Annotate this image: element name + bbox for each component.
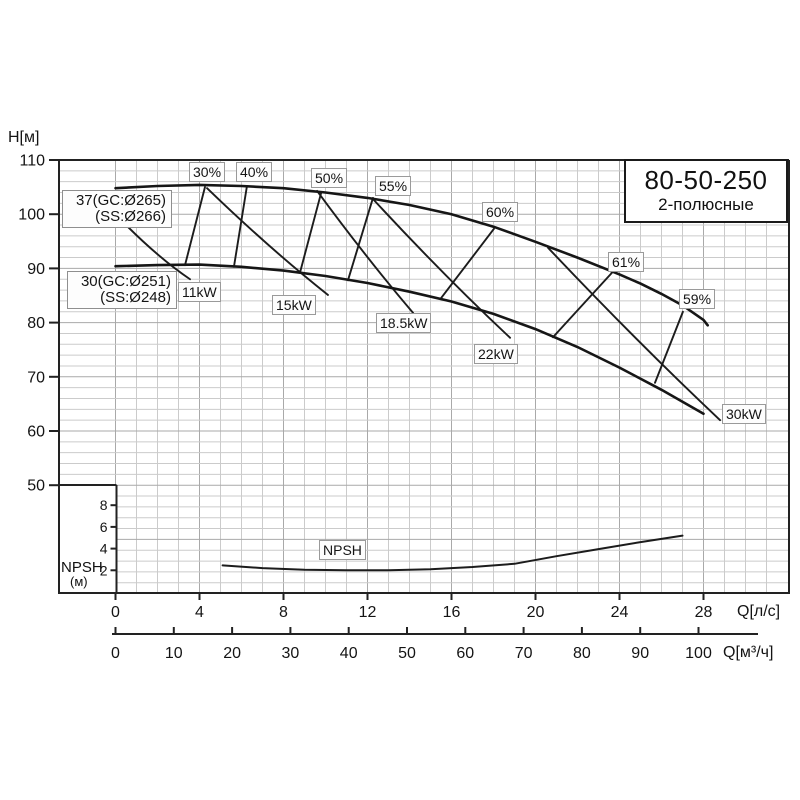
npsh-tick-label: 4 bbox=[100, 541, 108, 557]
impeller-30-line1: 30(GC:Ø251) bbox=[80, 273, 171, 290]
efficiency-label-50: 50% bbox=[311, 168, 348, 188]
q-ls-tick-label: 24 bbox=[611, 604, 629, 621]
efficiency-line-55% bbox=[347, 196, 374, 282]
efficiency-line-59% bbox=[654, 310, 684, 384]
q-m3h-tick-label: 50 bbox=[398, 645, 416, 662]
power-line-30kW bbox=[547, 246, 722, 422]
q-ls-tick-label: 20 bbox=[527, 604, 545, 621]
npsh-tick-label: 8 bbox=[100, 497, 108, 513]
q-m3h-tick-label: 80 bbox=[573, 645, 591, 662]
efficiency-line-60% bbox=[440, 227, 495, 300]
impeller-37-line2: (SS:Ø266) bbox=[95, 208, 166, 225]
impeller-30-line2: (SS:Ø248) bbox=[100, 289, 171, 306]
x-axis-title-m3h: Q[м³/ч] bbox=[723, 644, 774, 661]
power-lines bbox=[124, 187, 722, 422]
q-ls-tick-label: 12 bbox=[359, 604, 377, 621]
impeller-30-label: 30(GC:Ø251) (SS:Ø248) bbox=[67, 271, 177, 309]
q-ls-tick-label: 16 bbox=[443, 604, 461, 621]
pump-poles: 2-полюсные bbox=[658, 195, 754, 214]
q-m3h-tick-label: 10 bbox=[165, 645, 183, 662]
power-line-22kW bbox=[372, 198, 512, 339]
impeller-37-label: 37(GC:Ø265) (SS:Ø266) bbox=[62, 190, 172, 228]
efficiency-label-40: 40% bbox=[236, 162, 273, 182]
impeller-37-line1: 37(GC:Ø265) bbox=[75, 192, 166, 209]
power-line-18.5kW bbox=[316, 189, 415, 314]
h-tick-label: 70 bbox=[27, 369, 45, 386]
efficiency-label-60: 60% bbox=[482, 202, 519, 222]
npsh-curve bbox=[221, 534, 684, 572]
q-m3h-tick-label: 0 bbox=[111, 645, 120, 662]
q-ls-tick-label: 8 bbox=[279, 604, 288, 621]
pump-model-box: 80-50-250 2-полюсные bbox=[624, 159, 788, 223]
hq-curves bbox=[114, 183, 709, 415]
q-m3h-tick-label: 100 bbox=[685, 645, 712, 662]
h-tick-label: 100 bbox=[18, 207, 45, 224]
q-m3h-tick-label: 40 bbox=[340, 645, 358, 662]
h-tick-label: 80 bbox=[27, 315, 45, 332]
npsh-tick-label: 2 bbox=[100, 562, 108, 578]
h-tick-label: 90 bbox=[27, 261, 45, 278]
efficiency-line-50% bbox=[299, 192, 323, 274]
x-axis-title-ls: Q[л/с] bbox=[737, 603, 781, 620]
efficiency-label-55: 55% bbox=[375, 176, 412, 196]
power-label-18-5kw: 18.5kW bbox=[376, 313, 432, 333]
q-m3h-tick-label: 30 bbox=[282, 645, 300, 662]
efficiency-label-30: 30% bbox=[189, 162, 226, 182]
q-m3h-tick-label: 70 bbox=[515, 645, 533, 662]
h-tick-label: 50 bbox=[27, 478, 45, 495]
q-ls-tick-label: 0 bbox=[111, 604, 120, 621]
y-axis-title: H[м] bbox=[8, 129, 40, 146]
efficiency-lines bbox=[184, 185, 684, 384]
q-m3h-tick-label: 90 bbox=[631, 645, 649, 662]
q-m3h-tick-label: 20 bbox=[223, 645, 241, 662]
grid bbox=[59, 160, 789, 593]
pump-model: 80-50-250 bbox=[644, 165, 768, 195]
hq-curve-30 bbox=[114, 263, 705, 415]
npsh-axis-title: NPSH bbox=[61, 559, 103, 576]
power-label-15kw: 15kW bbox=[272, 295, 316, 315]
npsh-inset-mask bbox=[60, 486, 117, 592]
efficiency-line-61% bbox=[551, 271, 613, 339]
h-tick-label: 110 bbox=[19, 153, 45, 170]
npsh-axis-unit: (м) bbox=[70, 574, 88, 589]
efficiency-label-61: 61% bbox=[608, 252, 645, 272]
hq-curve-37 bbox=[114, 183, 709, 327]
power-line-11kW bbox=[124, 223, 191, 281]
efficiency-line-30% bbox=[184, 186, 206, 267]
q-ls-tick-label: 4 bbox=[195, 604, 204, 621]
npsh-curve-label: NPSH bbox=[319, 540, 366, 560]
power-label-11kw: 11kW bbox=[178, 282, 221, 302]
efficiency-line-40% bbox=[232, 185, 248, 268]
q-m3h-tick-label: 60 bbox=[456, 645, 474, 662]
h-tick-label: 60 bbox=[27, 424, 45, 441]
power-line-15kW bbox=[206, 187, 329, 296]
q-ls-tick-label: 28 bbox=[695, 604, 713, 621]
power-label-22kw: 22kW bbox=[474, 344, 518, 364]
npsh-tick-label: 6 bbox=[100, 519, 108, 535]
efficiency-label-59: 59% bbox=[679, 289, 716, 309]
power-label-30kw: 30kW bbox=[722, 404, 766, 424]
